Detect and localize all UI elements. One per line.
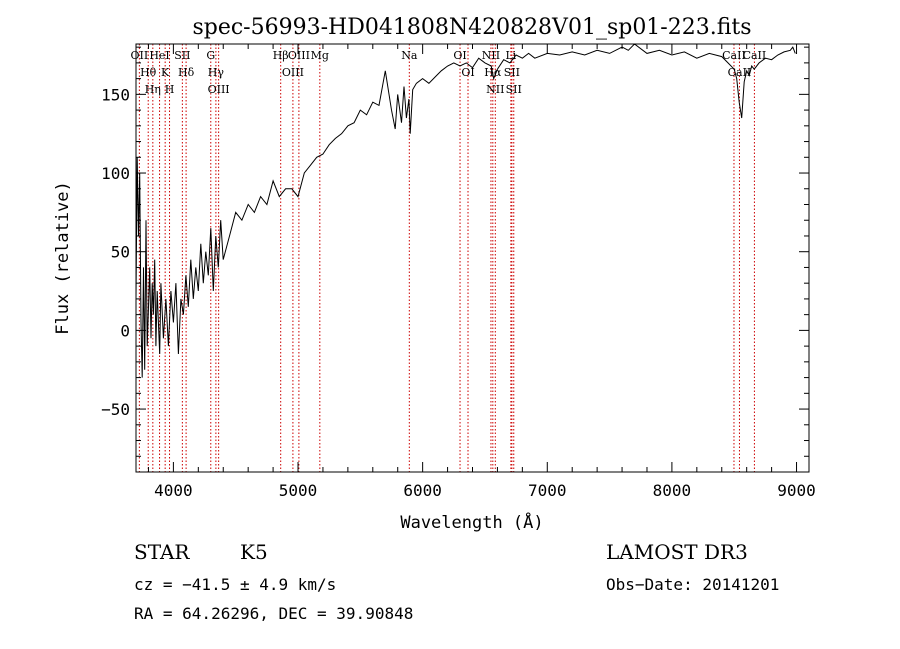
line-label: HeI [149, 49, 169, 62]
x-axis: 4000 5000 6000 7000 8000 9000 [147, 44, 816, 500]
line-label: Hδ [178, 66, 195, 79]
line-label: OI [461, 66, 474, 79]
line-label: Hγ [208, 66, 225, 79]
y-tick-label: 0 [120, 321, 130, 340]
y-tick-label: 50 [111, 243, 130, 262]
x-tick-label: 9000 [777, 481, 816, 500]
chart-title: spec-56993-HD041808N420828V01_sp01-223.f… [192, 15, 751, 40]
line-label: Hθ [140, 66, 157, 79]
line-label: SII [174, 49, 190, 62]
line-label: Li [505, 49, 516, 62]
line-label: K [161, 66, 170, 79]
line-label: SII [504, 66, 520, 79]
line-label: OI [453, 49, 466, 62]
line-label: CaII [722, 49, 746, 62]
ra-dec: RA = 64.26296, DEC = 39.90848 [134, 604, 413, 623]
line-label: CaII [743, 49, 767, 62]
x-tick-label: 6000 [403, 481, 442, 500]
plot-frame [135, 43, 810, 473]
line-label: OIII [282, 66, 304, 79]
line-label: OIII [208, 83, 230, 96]
redshift-cz: cz = −41.5 ± 4.9 km/s [134, 575, 336, 594]
observation-date: Obs−Date: 20141201 [606, 575, 779, 594]
x-tick-label: 8000 [653, 481, 692, 500]
y-tick-label: −50 [101, 400, 130, 419]
spectral-line-markers [138, 44, 755, 472]
line-label: NII [482, 49, 500, 62]
line-label: SII [506, 83, 522, 96]
line-label: G [206, 49, 215, 62]
y-tick-label: 150 [101, 85, 130, 104]
y-tick-label: 100 [101, 164, 130, 183]
object-class: STAR [134, 540, 190, 564]
y-axis-label: Flux (relative) [53, 181, 73, 335]
object-subclass: K5 [240, 540, 268, 564]
x-axis-label: Wavelength (Å) [400, 511, 543, 533]
line-label: Hβ [273, 49, 289, 62]
line-label: Mg [311, 49, 329, 62]
spectrum-line [135, 43, 796, 378]
survey-name: LAMOST DR3 [606, 540, 748, 564]
line-label: Na [401, 49, 418, 62]
line-label: H [165, 83, 175, 96]
line-label: Hη [145, 83, 161, 96]
line-label: OII [131, 49, 149, 62]
line-label: NII [486, 83, 504, 96]
x-tick-label: 7000 [528, 481, 567, 500]
x-tick-label: 5000 [279, 481, 318, 500]
y-axis: −50 0 50 100 150 [101, 46, 809, 457]
x-tick-label: 4000 [154, 481, 193, 500]
line-label: OIII [288, 49, 310, 62]
